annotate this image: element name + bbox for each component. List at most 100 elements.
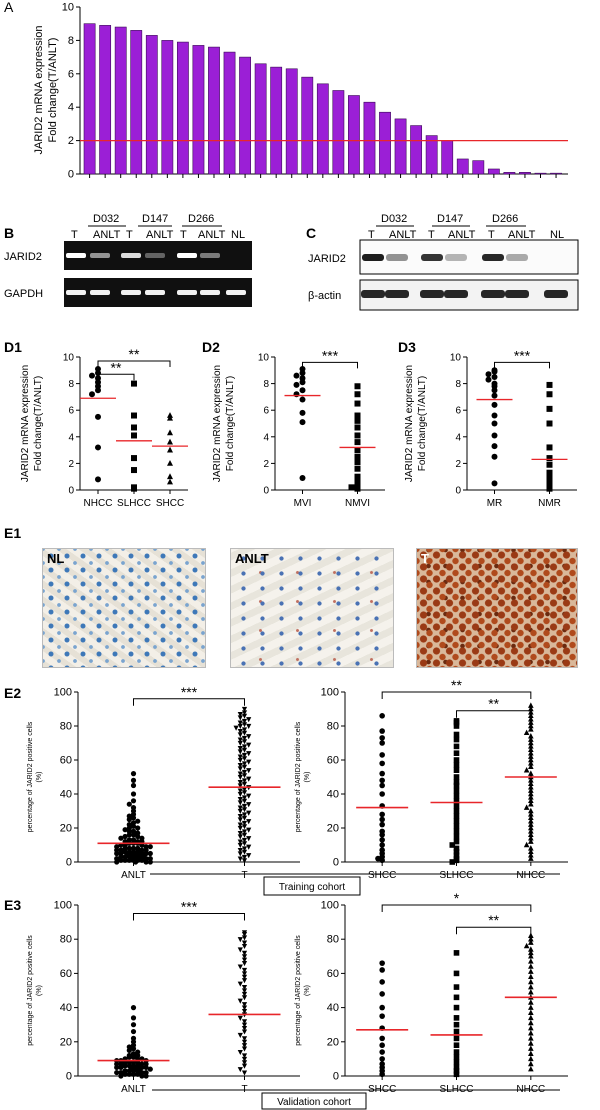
blot-band-jarid2: [482, 254, 504, 261]
y-tick-label: 10: [258, 353, 270, 364]
point-triangle-down: [241, 1002, 248, 1008]
y-tick-label: 60: [60, 755, 72, 767]
x-tick-label: MR: [487, 498, 503, 509]
point-square: [453, 736, 460, 743]
point-square: [354, 447, 361, 454]
point-circle: [133, 859, 139, 865]
gel-lane-5: T: [180, 229, 187, 241]
point-triangle-down: [241, 803, 248, 809]
point-triangle-down: [237, 822, 243, 828]
point-triangle: [528, 1014, 534, 1021]
point-triangle: [528, 1065, 534, 1072]
validation-cohort-box: [261, 1092, 367, 1110]
point-square: [546, 473, 553, 480]
point-circle: [130, 777, 137, 784]
point-triangle-down: [237, 737, 243, 743]
y-tick-label: 6: [68, 68, 74, 80]
point-triangle-down: [241, 778, 248, 784]
point-triangle-down: [237, 831, 243, 837]
significance-bracket: [456, 926, 532, 935]
bar: [487, 168, 500, 175]
point-square: [546, 381, 553, 388]
gel-band-jarid2: [200, 253, 220, 258]
point-circle: [147, 859, 153, 865]
point-triangle: [528, 1060, 534, 1067]
point-circle: [379, 832, 385, 838]
point-square: [453, 1028, 460, 1035]
point-triangle-down: [241, 795, 248, 801]
point-triangle-down: [237, 1032, 243, 1038]
point-triangle-down: [241, 773, 248, 779]
point-square: [453, 833, 460, 840]
point-circle: [379, 1049, 385, 1055]
point-square: [449, 859, 456, 865]
point-triangle-down: [246, 827, 252, 833]
point-circle: [118, 857, 124, 863]
point-circle: [118, 1064, 124, 1071]
point-circle: [130, 1005, 137, 1011]
point-square: [131, 380, 137, 387]
point-triangle-down: [237, 947, 243, 953]
point-square: [453, 857, 460, 864]
y-axis-label: percentage of JARID2 positive cells: [295, 935, 302, 1046]
point-circle: [130, 1054, 137, 1060]
y-tick-label: 8: [455, 379, 461, 390]
y-tick-label: 80: [327, 934, 339, 946]
point-triangle-down: [246, 751, 252, 757]
bar: [348, 95, 360, 175]
point-triangle: [528, 978, 534, 985]
point-square: [354, 439, 361, 446]
point-triangle: [528, 770, 534, 776]
point-triangle-down: [241, 786, 248, 792]
point-circle: [89, 391, 95, 398]
point-triangle: [528, 1004, 534, 1010]
point-square: [354, 453, 361, 460]
point-triangle-down: [237, 780, 243, 786]
y-tick-label: 0: [333, 857, 339, 869]
point-triangle-down: [241, 943, 248, 950]
point-triangle: [528, 973, 534, 980]
point-triangle: [528, 932, 534, 939]
point-square: [546, 405, 553, 412]
point-triangle-down: [237, 839, 243, 845]
y-tick-label: 40: [327, 789, 339, 801]
blot-sample-2: D147: [437, 213, 463, 225]
point-circle: [379, 857, 385, 864]
point-triangle-down: [237, 998, 243, 1004]
gel-row-label-2: GAPDH: [4, 288, 43, 300]
point-square: [354, 459, 361, 466]
significance-label: ***: [322, 347, 339, 363]
y-tick-label: 0: [455, 486, 461, 497]
point-circle: [95, 444, 101, 451]
gel-band-jarid2: [66, 253, 86, 258]
point-circle: [126, 1047, 132, 1053]
point-circle: [126, 857, 132, 863]
point-circle: [130, 798, 137, 804]
y-tick-label: 40: [60, 1002, 72, 1014]
point-circle: [293, 372, 300, 379]
point-triangle: [528, 988, 534, 995]
panel-label-e2: E2: [4, 685, 21, 701]
point-triangle-down: [237, 763, 243, 769]
significance-bracket: [456, 710, 532, 718]
blot-band-jarid2: [362, 254, 384, 261]
y-tick-label: 60: [327, 968, 339, 980]
point-square: [453, 1021, 460, 1028]
point-triangle-down: [241, 957, 248, 963]
point-circle: [491, 420, 498, 427]
point-circle: [491, 392, 498, 399]
blot-band-actin: [444, 290, 468, 298]
point-square: [453, 1004, 460, 1011]
significance-label: *: [454, 890, 460, 906]
point-triangle-down: [237, 757, 243, 763]
point-triangle: [528, 834, 534, 841]
y-tick-label: 80: [327, 721, 339, 733]
y-axis-label: percentage of JARID2 positive cells: [295, 721, 302, 832]
gel-lane-1: T: [71, 229, 78, 241]
bar: [176, 41, 189, 175]
point-triangle-down: [246, 793, 252, 799]
y-tick-label: 20: [327, 823, 339, 835]
blot-band-jarid2: [445, 254, 467, 261]
point-triangle: [528, 1009, 534, 1015]
point-square: [131, 424, 137, 431]
